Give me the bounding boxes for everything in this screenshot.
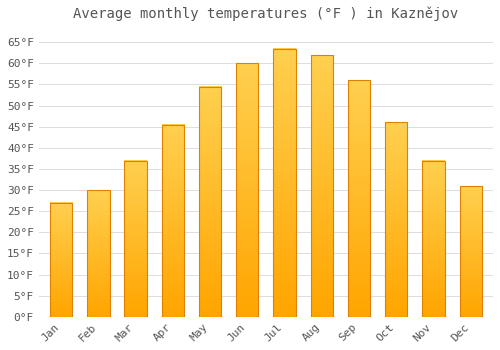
- Bar: [87, 190, 110, 317]
- Bar: [460, 186, 482, 317]
- Title: Average monthly temperatures (°F ) in Kaznějov: Average monthly temperatures (°F ) in Ka…: [74, 7, 458, 21]
- Bar: [385, 122, 407, 317]
- Bar: [274, 49, 295, 317]
- Bar: [50, 203, 72, 317]
- Bar: [310, 55, 333, 317]
- Bar: [199, 86, 222, 317]
- Bar: [422, 161, 444, 317]
- Bar: [348, 80, 370, 317]
- Bar: [162, 125, 184, 317]
- Bar: [236, 63, 258, 317]
- Bar: [124, 161, 147, 317]
